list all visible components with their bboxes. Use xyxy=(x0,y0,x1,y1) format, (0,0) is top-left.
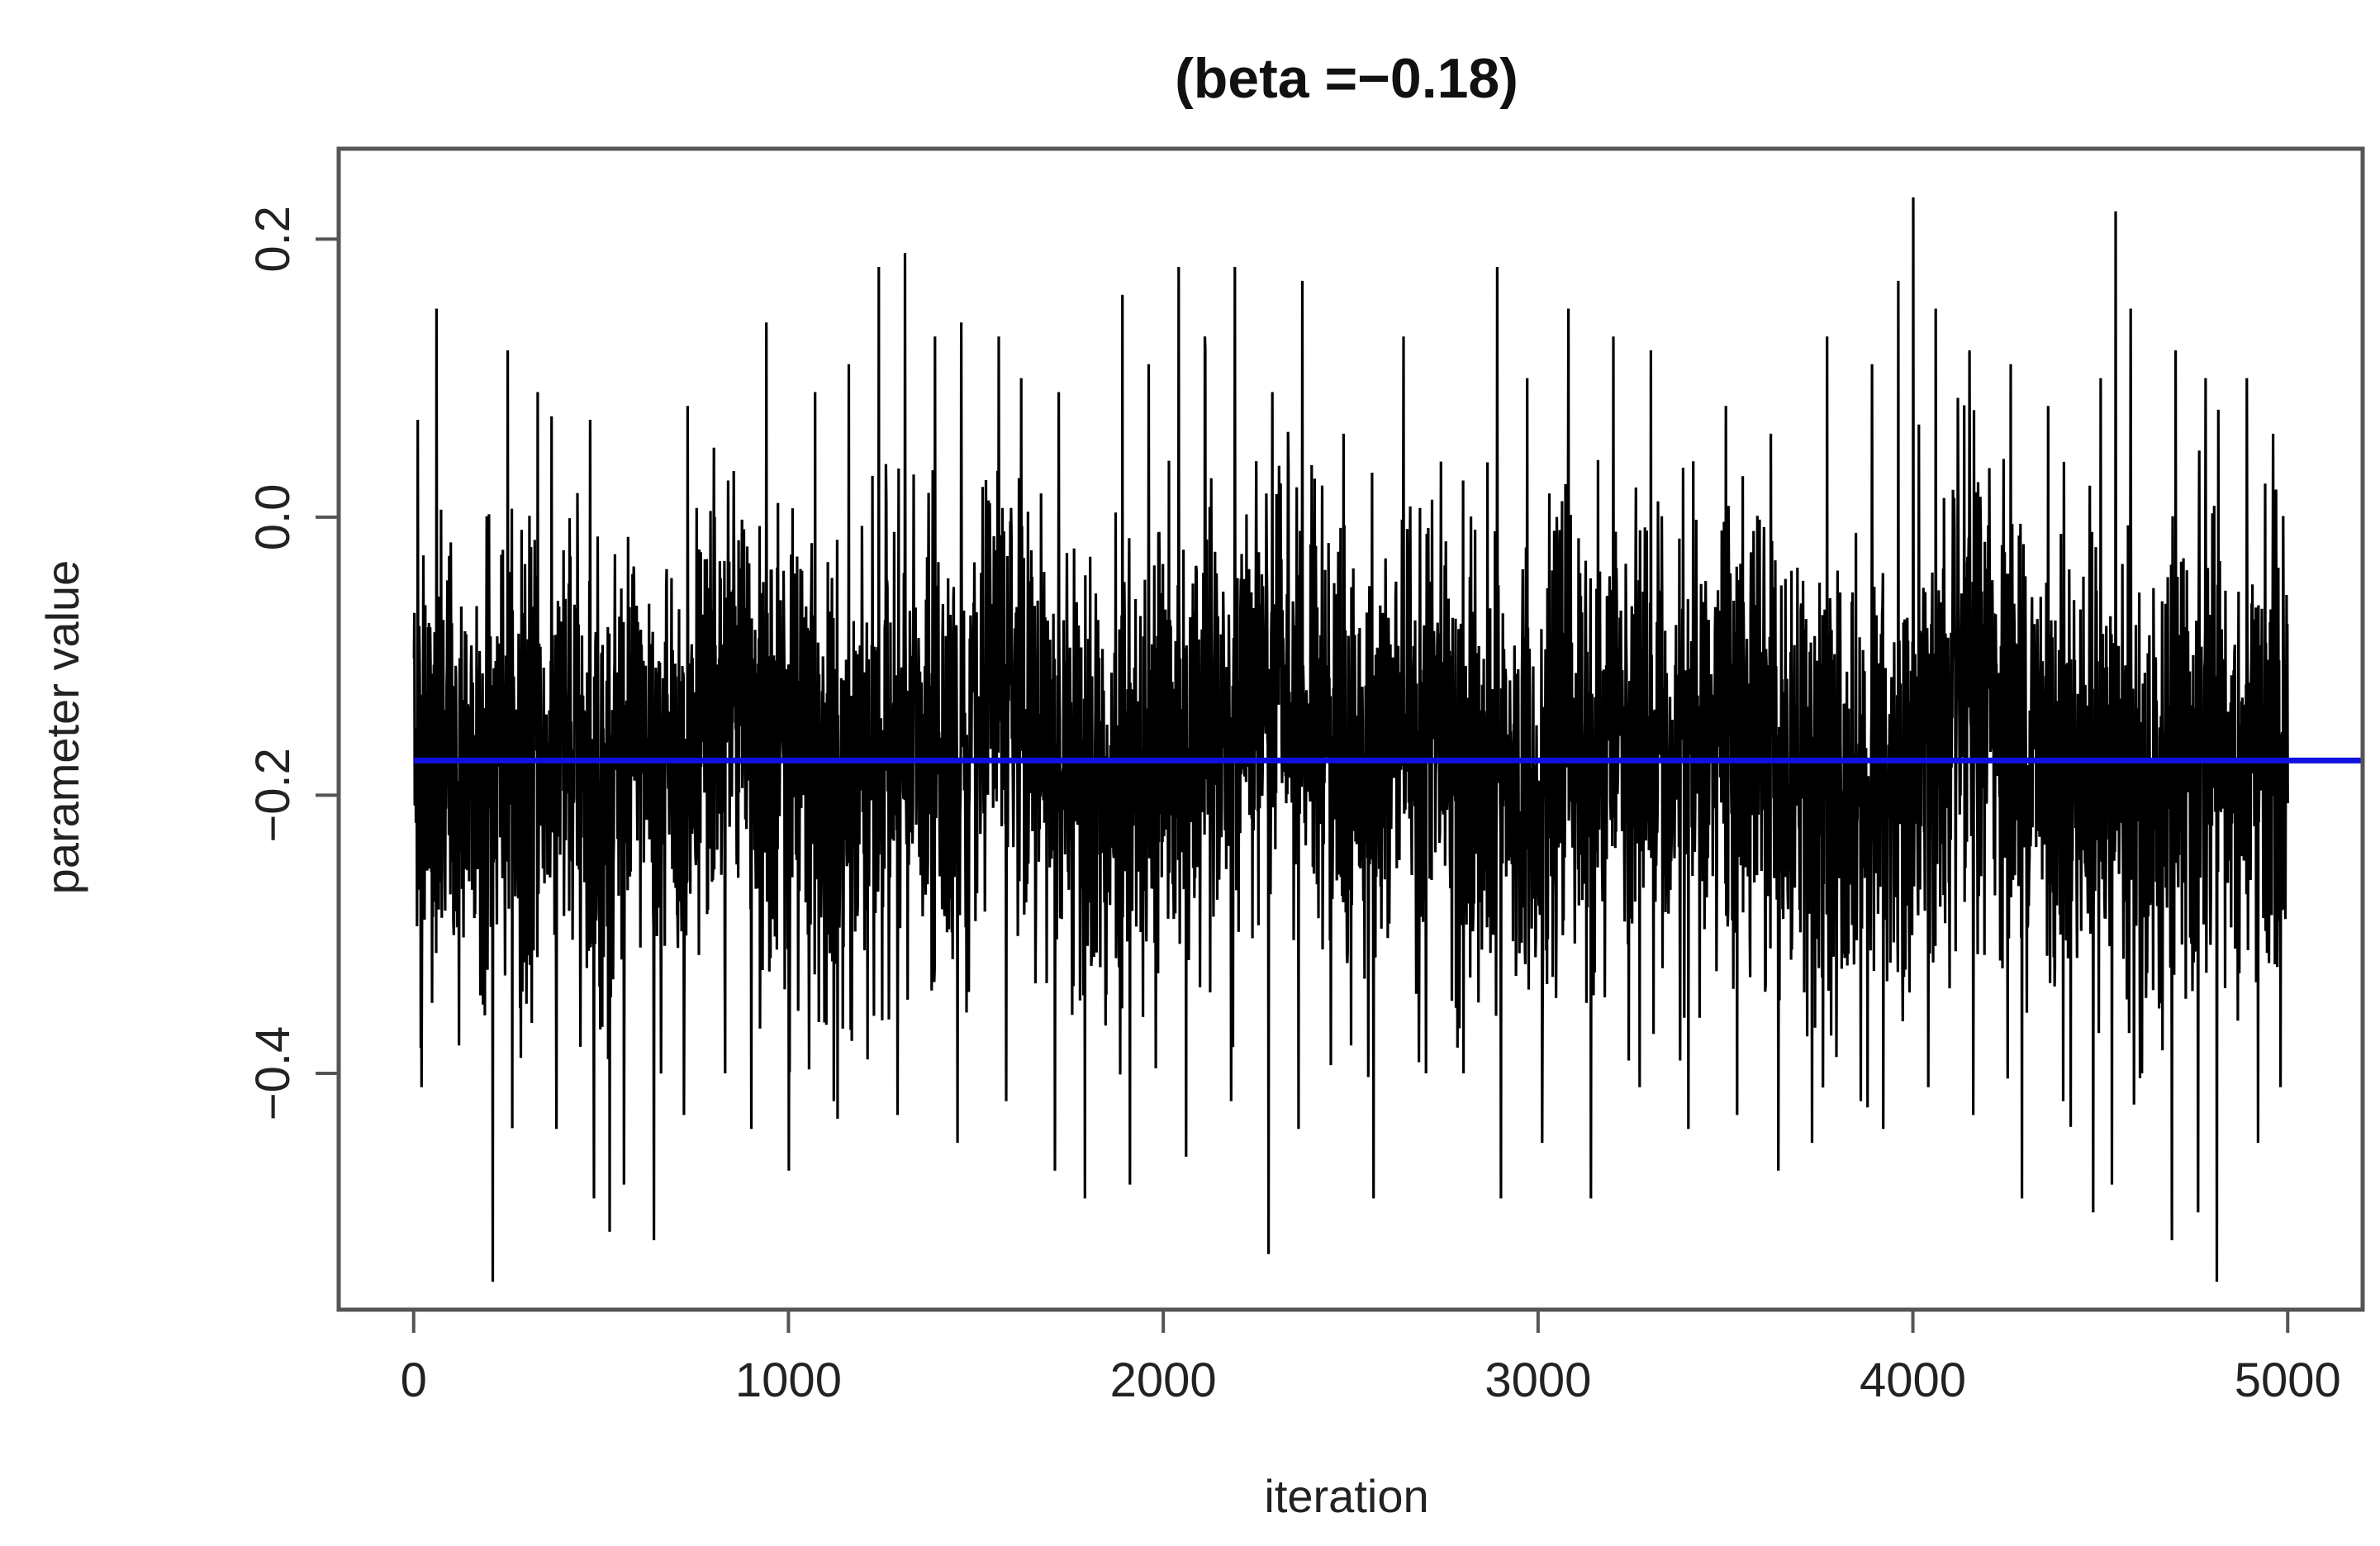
y-axis: 0.2 0.0 −0.2 −0.4 xyxy=(246,206,340,1121)
x-tick-label: 2000 xyxy=(1110,1353,1217,1407)
y-tick-label: −0.4 xyxy=(246,1026,300,1121)
x-tick-label: 5000 xyxy=(2235,1353,2341,1407)
trace-line xyxy=(412,197,2289,1282)
x-tick-label: 1000 xyxy=(735,1353,842,1407)
y-tick-label: −0.2 xyxy=(246,748,300,843)
y-tick-label: 0.0 xyxy=(246,484,300,551)
chart-title: (beta =−0.18) xyxy=(1175,47,1518,110)
y-axis-label: parameter value xyxy=(36,560,88,895)
y-tick-label: 0.2 xyxy=(246,206,300,273)
x-axis-label: iteration xyxy=(1264,1470,1428,1522)
x-tick-label: 0 xyxy=(401,1353,427,1407)
x-tick-label: 3000 xyxy=(1485,1353,1591,1407)
trace-series xyxy=(412,197,2289,1282)
x-axis: 0 1000 2000 3000 4000 5000 xyxy=(401,1308,2341,1407)
x-tick-label: 4000 xyxy=(1860,1353,1966,1407)
